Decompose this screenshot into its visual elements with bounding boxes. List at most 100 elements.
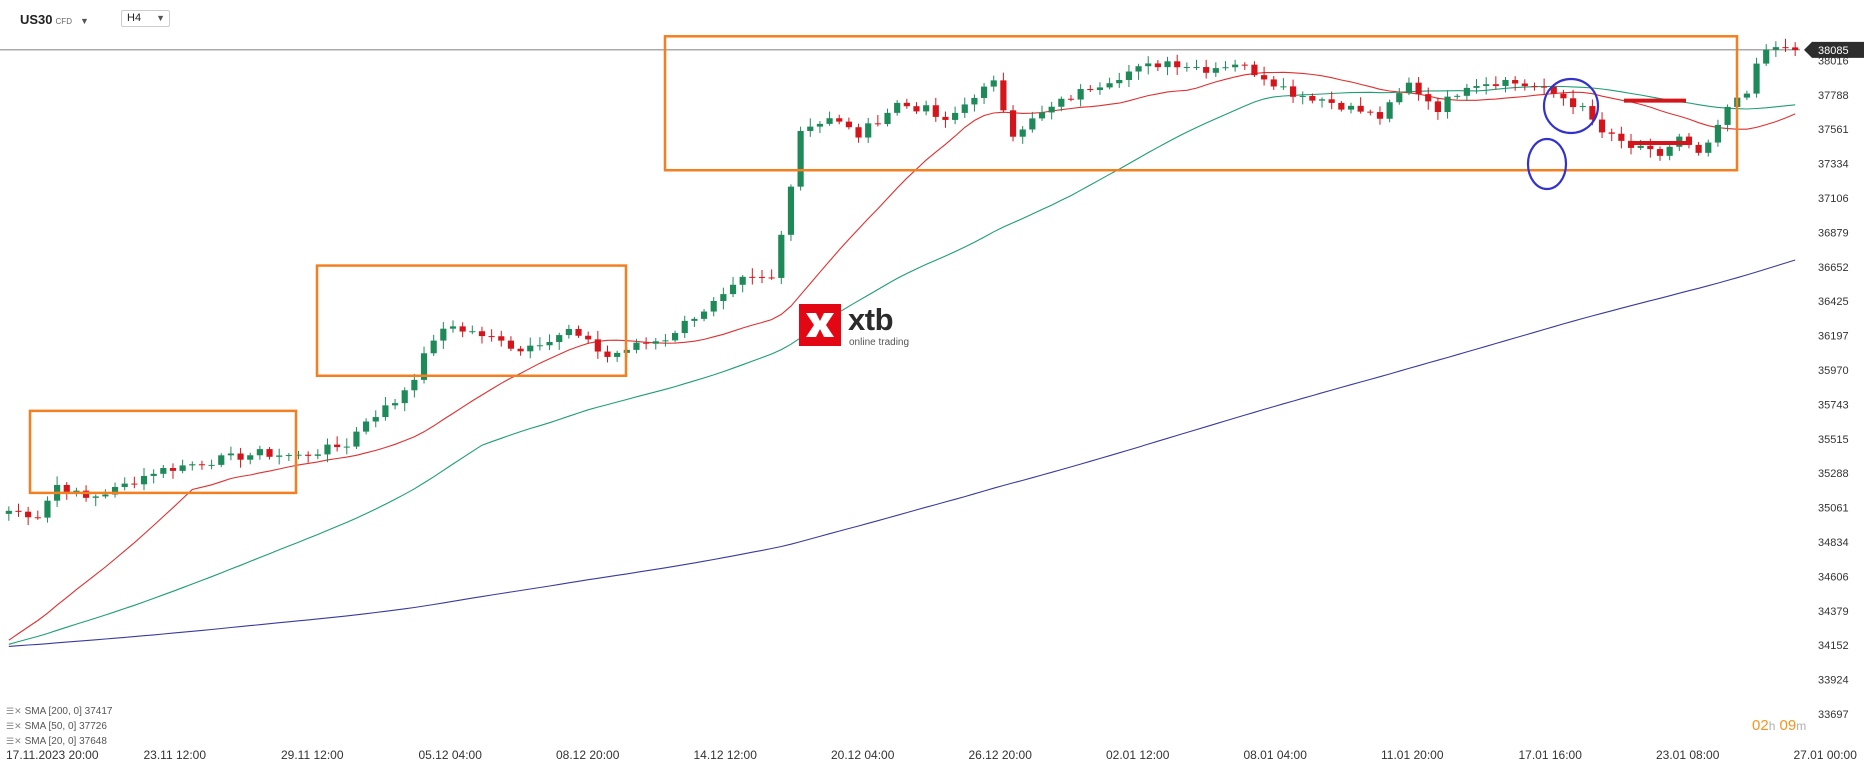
candle-body	[334, 444, 341, 448]
candle-body	[1569, 98, 1577, 108]
candle-body	[1067, 98, 1075, 100]
chevron-down-icon[interactable]: ▼	[79, 16, 89, 26]
legend-item[interactable]: ☰✕ SMA [20, 0] 37648	[6, 734, 112, 749]
price-tick-label: 33697	[1818, 709, 1849, 721]
candle-body	[971, 97, 978, 105]
candle-body	[1492, 84, 1499, 86]
candle-body	[1560, 93, 1567, 99]
legend-label: SMA [20, 0] 37648	[24, 736, 107, 747]
candle-body	[285, 455, 292, 457]
candle-body	[681, 320, 688, 334]
candle-body	[1309, 95, 1316, 101]
time-tick-label: 14.12 12:00	[694, 748, 758, 762]
candle-body	[44, 500, 51, 518]
candle-body	[1154, 63, 1161, 68]
candle-body	[150, 473, 157, 476]
range-box	[28, 409, 298, 495]
candle-body	[305, 454, 312, 456]
legend-label: SMA [50, 0] 37726	[24, 721, 107, 732]
candle-body	[1647, 145, 1654, 150]
candle-body	[247, 455, 254, 460]
candle-body	[1125, 71, 1133, 80]
candle-body	[1792, 47, 1799, 50]
candle-body	[585, 335, 592, 340]
candle-body	[1695, 144, 1702, 153]
candle-body	[1434, 101, 1441, 113]
time-tick-label: 08.01 04:00	[1244, 748, 1308, 762]
indicator-legend: ☰✕ SMA [200, 0] 37417 ☰✕ SMA [50, 0] 37726 ☰…	[6, 704, 112, 749]
candle-body	[1705, 142, 1712, 153]
candle-body	[63, 484, 70, 494]
candle-body	[411, 379, 418, 391]
candle-body	[1724, 106, 1731, 125]
candle-body	[1782, 47, 1789, 49]
sma-50-path	[8, 85, 1796, 645]
candle-body	[556, 335, 563, 343]
candle-body	[1396, 93, 1403, 103]
candle-body	[758, 276, 766, 278]
candle-body	[1502, 80, 1509, 86]
sma-20-line	[8, 71, 1796, 641]
remove-indicator-icon[interactable]: ☰✕	[6, 721, 22, 731]
candle-body	[179, 465, 186, 471]
candle-body	[797, 130, 804, 187]
remove-indicator-icon[interactable]: ☰✕	[6, 706, 22, 716]
last-price-tag	[1804, 41, 1864, 58]
candle-body	[1164, 61, 1171, 68]
candlesticks	[5, 38, 1799, 526]
candle-body	[527, 345, 534, 352]
candle-body	[1116, 79, 1123, 84]
annotations	[1526, 77, 1690, 191]
logo-word: xtb	[848, 302, 894, 337]
candle-body	[1763, 49, 1770, 64]
candle-body	[546, 342, 553, 346]
candle-body	[82, 490, 90, 498]
candle-body	[1367, 111, 1374, 113]
chevron-down-icon[interactable]: ▼	[156, 13, 165, 23]
candle-body	[169, 468, 177, 471]
sma-200-path	[8, 259, 1796, 647]
legend-item[interactable]: ☰✕ SMA [200, 0] 37417	[6, 704, 112, 719]
candle-body	[1405, 82, 1413, 94]
candle-body	[1637, 145, 1644, 148]
candle-body	[720, 294, 727, 301]
candle-body	[1743, 93, 1750, 98]
candle-body	[276, 455, 283, 457]
price-tick-label: 36652	[1818, 262, 1849, 274]
candle-body	[227, 453, 235, 456]
candle-body	[15, 510, 22, 512]
candle-body	[1589, 106, 1596, 120]
candle-body	[1772, 47, 1779, 50]
time-axis[interactable]: 17.11.2023 20:00 23.11 12:00 29.11 12:00 05…	[6, 748, 1857, 762]
candle-body	[208, 464, 215, 466]
candle-body	[1618, 133, 1625, 141]
candle-body	[121, 483, 128, 488]
candle-body	[160, 468, 167, 474]
time-tick-label: 23.11 12:00	[144, 748, 207, 762]
candle-countdown: 02h 09m	[1752, 717, 1806, 734]
symbol-selector[interactable]: US30 CFD ▼	[20, 12, 89, 27]
candle-body	[710, 300, 717, 312]
candle-body	[1145, 63, 1152, 67]
price-tick-label: 33924	[1818, 675, 1849, 687]
candle-body	[1656, 149, 1664, 156]
legend-item[interactable]: ☰✕ SMA [50, 0] 37726	[6, 719, 112, 734]
price-tick-label: 36197	[1818, 331, 1849, 343]
candle-body	[614, 352, 621, 357]
candle-body	[807, 126, 814, 131]
candle-body	[894, 102, 901, 113]
price-tick-label: 34379	[1818, 606, 1849, 618]
price-axis[interactable]: 38016 37788 37561 37334 37106 36879 36652 36425…	[1804, 41, 1864, 721]
candle-body	[662, 340, 669, 342]
candle-body	[1135, 66, 1142, 72]
sma-50-line	[8, 85, 1796, 645]
candle-body	[1222, 67, 1229, 69]
candle-body	[372, 417, 379, 422]
time-tick-label: 05.12 04:00	[419, 748, 483, 762]
timeframe-selector[interactable]: H4 ▼	[121, 10, 170, 27]
sma-20-path	[8, 71, 1796, 641]
remove-indicator-icon[interactable]: ☰✕	[6, 736, 22, 746]
candle-body	[1338, 102, 1345, 110]
candle-body	[691, 318, 698, 321]
